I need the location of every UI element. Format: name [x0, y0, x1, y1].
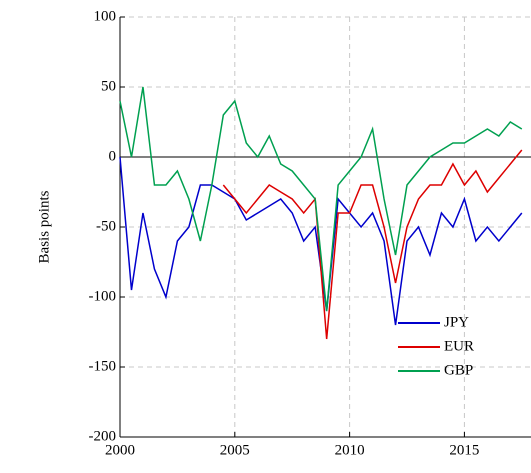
y-tick-label: -150 — [89, 358, 117, 374]
series-line — [119, 156, 523, 326]
y-tick-label: -100 — [89, 288, 117, 304]
y-tick-label: 100 — [94, 8, 117, 24]
legend-label: JPY — [444, 314, 469, 330]
x-tick-label: 2015 — [449, 442, 479, 458]
series-line — [222, 149, 523, 340]
x-tick-label: 2005 — [220, 442, 250, 458]
x-tick-label: 2010 — [335, 442, 365, 458]
y-tick-label: -200 — [89, 428, 117, 444]
x-tick-label: 2000 — [105, 442, 135, 458]
legend-label: GBP — [444, 362, 473, 378]
legend-label: EUR — [444, 338, 474, 354]
y-tick-label: 0 — [109, 148, 117, 164]
y-tick-label: -50 — [96, 218, 116, 234]
y-axis-label: Basis points — [36, 190, 52, 263]
y-tick-label: 50 — [101, 78, 116, 94]
series-line — [119, 86, 523, 312]
